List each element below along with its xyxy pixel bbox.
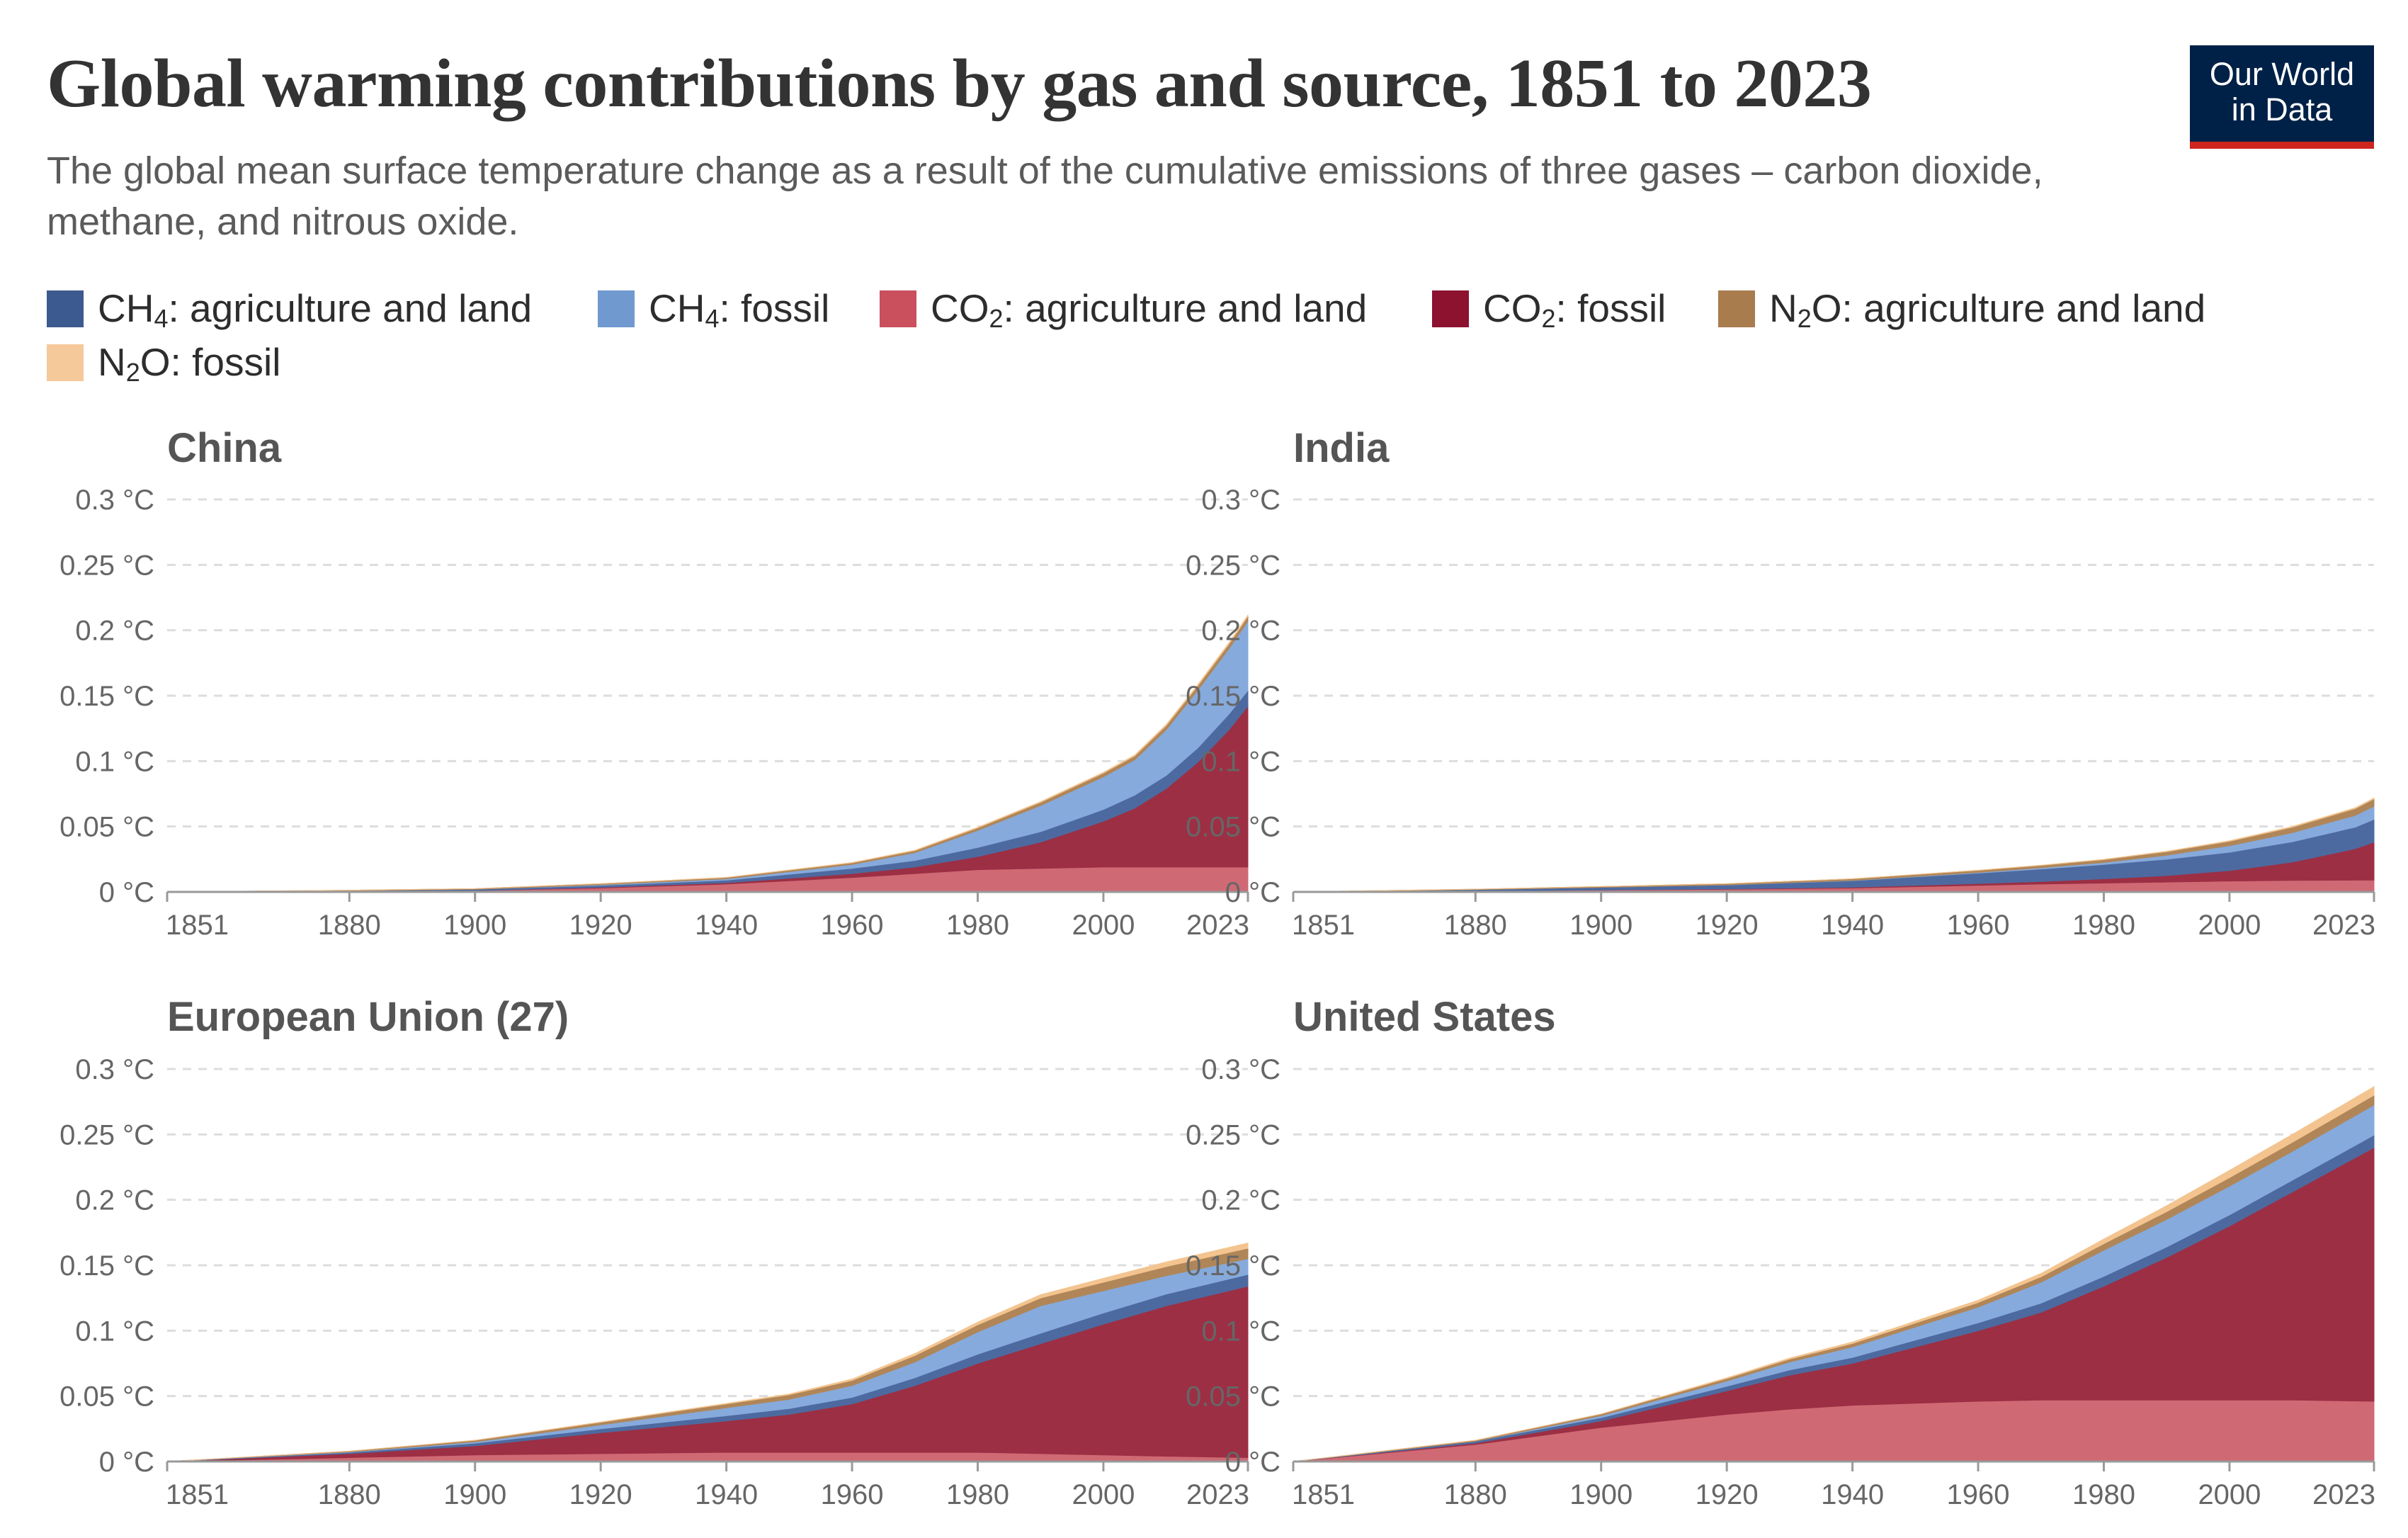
logo-line-2: in Data — [2231, 91, 2333, 128]
legend-swatch — [47, 344, 84, 381]
y-tick-label: 0.15 °C — [59, 681, 154, 712]
logo-line-1: Our World — [2209, 56, 2355, 92]
area-n-o-fossil[interactable] — [1293, 1086, 2375, 1462]
y-tick-label: 0.25 °C — [59, 1119, 154, 1150]
x-tick-label: 2000 — [2198, 1479, 2261, 1510]
x-tick-label: 1900 — [1569, 1479, 1632, 1510]
x-tick-label: 1940 — [1821, 1479, 1884, 1510]
x-tick-label: 2023 — [2312, 910, 2375, 941]
x-tick-label: 1920 — [569, 1479, 632, 1510]
y-tick-label: 0.05 °C — [1186, 812, 1280, 843]
y-tick-label: 0.05 °C — [59, 812, 154, 843]
legend-label: CH4: agriculture and land — [98, 286, 533, 333]
y-tick-label: 0.1 °C — [1201, 746, 1280, 777]
x-tick-label: 1980 — [2072, 910, 2135, 941]
x-tick-label: 1851 — [1292, 1479, 1355, 1510]
x-tick-label: 2000 — [1072, 1479, 1135, 1510]
y-tick-label: 0 °C — [1225, 877, 1280, 908]
facet-title: United States — [1293, 994, 1556, 1040]
x-tick-label: 1960 — [821, 1479, 884, 1510]
legend-label: N2O: fossil — [98, 340, 281, 387]
x-tick-label: 1940 — [695, 1479, 758, 1510]
x-tick-label: 1880 — [318, 1479, 381, 1510]
y-tick-label: 0.25 °C — [59, 550, 154, 581]
x-tick-label: 1880 — [1444, 1479, 1507, 1510]
facet-china: China 0 °C 0.05 °C 0.1 °C 0.15 °C 0.2 °C 0.25 … — [59, 425, 1249, 941]
facet-title: European Union (27) — [167, 994, 569, 1040]
x-tick-label: 1940 — [1821, 910, 1884, 941]
y-tick-label: 0.1 °C — [1201, 1316, 1280, 1347]
x-tick-label: 1940 — [695, 910, 758, 941]
legend-swatch — [598, 290, 635, 327]
y-tick-label: 0.2 °C — [1201, 1185, 1280, 1216]
facet-european-union-27: European Union (27) 0 °C 0.05 °C 0.1 °C 0.15… — [59, 994, 1249, 1510]
x-tick-label: 1960 — [1947, 1479, 2010, 1510]
y-tick-label: 0 °C — [1225, 1447, 1280, 1478]
x-tick-label: 1980 — [2072, 1479, 2135, 1510]
x-tick-label: 1960 — [1947, 910, 2010, 941]
x-tick-label: 1960 — [821, 910, 884, 941]
x-tick-label: 1851 — [166, 910, 229, 941]
y-tick-label: 0.15 °C — [1186, 681, 1280, 712]
page-title: Global warming contributions by gas and … — [47, 45, 1872, 122]
x-tick-label: 1920 — [569, 910, 632, 941]
y-tick-label: 0.3 °C — [75, 485, 154, 516]
facet-title: China — [167, 425, 282, 471]
x-tick-label: 2000 — [2198, 910, 2261, 941]
x-tick-label: 2023 — [1186, 1479, 1249, 1510]
legend-label: N2O: agriculture and land — [1769, 286, 2206, 333]
x-tick-label: 2023 — [2312, 1479, 2375, 1510]
area-n-o-fossil[interactable] — [1293, 797, 2375, 893]
y-tick-label: 0.3 °C — [75, 1054, 154, 1085]
logo-accent-bar — [2190, 142, 2374, 149]
x-tick-label: 1980 — [946, 1479, 1009, 1510]
legend-swatch — [1718, 290, 1755, 327]
x-tick-label: 1851 — [166, 1479, 229, 1510]
x-tick-label: 1980 — [946, 910, 1009, 941]
y-tick-label: 0 °C — [99, 877, 154, 908]
legend-label: CO2: agriculture and land — [931, 286, 1368, 333]
facet-title: India — [1293, 425, 1390, 471]
legend-label: CH4: fossil — [649, 286, 830, 333]
x-tick-label: 2023 — [1186, 910, 1249, 941]
y-tick-label: 0.05 °C — [59, 1381, 154, 1413]
x-tick-label: 1920 — [1696, 910, 1759, 941]
x-tick-label: 2000 — [1072, 910, 1135, 941]
y-tick-label: 0.25 °C — [1186, 1119, 1280, 1150]
y-tick-label: 0.2 °C — [75, 1185, 154, 1216]
x-tick-label: 1851 — [1292, 910, 1355, 941]
x-tick-label: 1900 — [1569, 910, 1632, 941]
facet-united-states: United States 0 °C 0.05 °C 0.1 °C 0.15 °C 0.2… — [1186, 994, 2375, 1510]
x-tick-label: 1900 — [443, 910, 506, 941]
y-tick-label: 0 °C — [99, 1447, 154, 1478]
y-tick-label: 0.15 °C — [59, 1250, 154, 1282]
legend-label: CO2: fossil — [1483, 286, 1666, 333]
y-tick-label: 0.25 °C — [1186, 550, 1280, 581]
facet-india: India 0 °C 0.05 °C 0.1 °C 0.15 °C 0.2 °C 0.25 … — [1186, 425, 2375, 941]
x-tick-label: 1900 — [443, 1479, 506, 1510]
x-tick-label: 1880 — [318, 910, 381, 941]
area-n-o-fossil[interactable] — [166, 1242, 1249, 1462]
legend-swatch — [47, 290, 84, 327]
x-tick-label: 1920 — [1696, 1479, 1759, 1510]
y-tick-label: 0.2 °C — [75, 616, 154, 647]
y-tick-label: 0.05 °C — [1186, 1381, 1280, 1413]
owid-logo[interactable]: Our World in Data — [2190, 45, 2374, 149]
y-tick-label: 0.3 °C — [1201, 1054, 1280, 1085]
page-subtitle: The global mean surface temperature chan… — [47, 149, 2043, 243]
legend-swatch — [1432, 290, 1469, 327]
y-tick-label: 0.1 °C — [75, 746, 154, 777]
legend-swatch — [880, 290, 916, 327]
area-co-agriculture-and-land[interactable] — [1293, 1399, 2375, 1462]
y-tick-label: 0.3 °C — [1201, 485, 1280, 516]
x-tick-label: 1880 — [1444, 910, 1507, 941]
area-n-o-fossil[interactable] — [166, 613, 1249, 893]
y-tick-label: 0.15 °C — [1186, 1250, 1280, 1282]
y-tick-label: 0.1 °C — [75, 1316, 154, 1347]
y-tick-label: 0.2 °C — [1201, 616, 1280, 647]
